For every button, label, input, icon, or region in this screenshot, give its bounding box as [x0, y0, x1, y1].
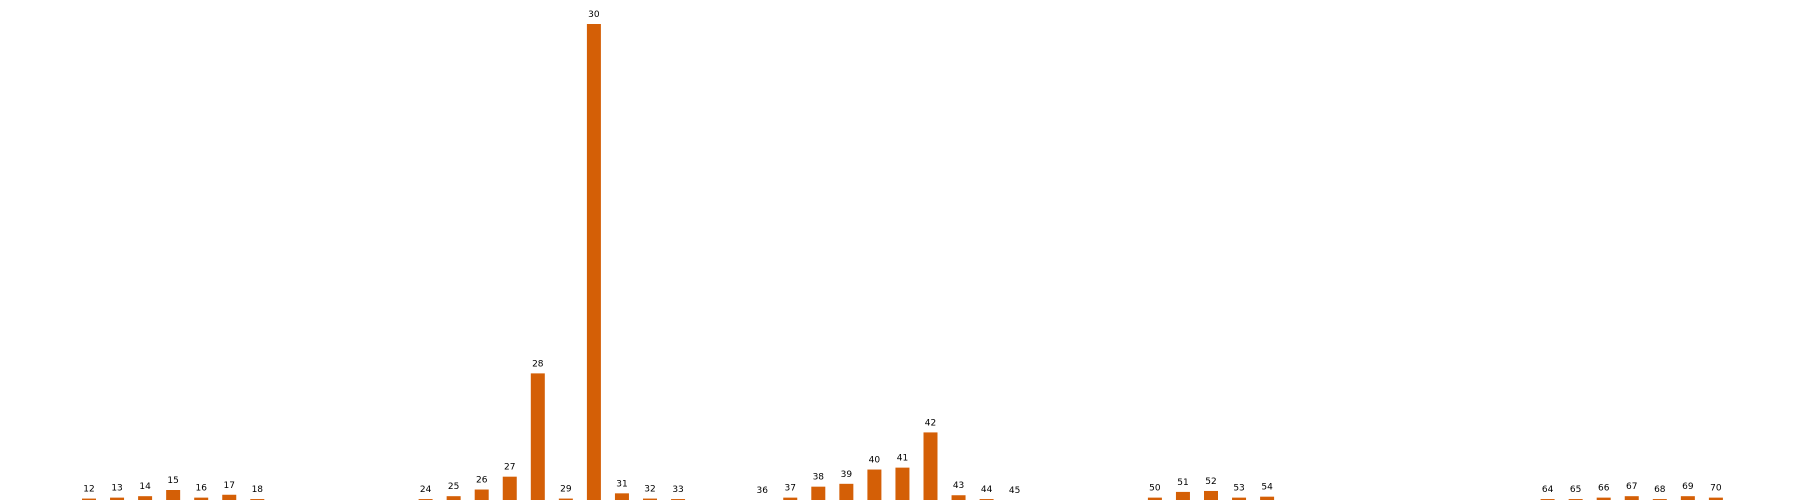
- bar-53: [1232, 497, 1247, 500]
- bar-67: [1624, 496, 1639, 500]
- bar-52: [1204, 490, 1218, 500]
- bar-label-12: 12: [83, 485, 94, 495]
- bar-28: [530, 373, 545, 500]
- bar-label-43: 43: [953, 481, 964, 491]
- bar-label-24: 24: [420, 485, 432, 495]
- bar-label-37: 37: [785, 484, 796, 494]
- bar-label-66: 66: [1598, 484, 1610, 494]
- bar-29: [558, 498, 573, 500]
- bar-label-36: 36: [756, 486, 768, 496]
- bar-label-42: 42: [925, 418, 936, 428]
- bar-70: [1708, 497, 1723, 500]
- bar-42: [923, 432, 938, 500]
- bar-label-54: 54: [1261, 483, 1273, 493]
- bars-layer: [82, 24, 1723, 500]
- bar-label-39: 39: [841, 470, 853, 480]
- bar-51: [1175, 491, 1190, 500]
- bar-label-53: 53: [1233, 484, 1244, 494]
- bar-label-69: 69: [1682, 482, 1694, 492]
- bar-label-45: 45: [1009, 486, 1020, 496]
- bar-label-67: 67: [1626, 482, 1637, 492]
- bar-label-26: 26: [476, 476, 488, 486]
- bar-label-27: 27: [504, 463, 515, 473]
- bar-label-30: 30: [588, 10, 600, 20]
- bar-37: [783, 497, 798, 500]
- bar-54: [1260, 496, 1275, 500]
- bar-label-14: 14: [139, 482, 151, 492]
- bar-31: [614, 493, 629, 500]
- bar-12: [82, 498, 96, 500]
- bar-label-33: 33: [672, 485, 683, 495]
- bar-label-50: 50: [1149, 484, 1161, 494]
- bar-label-15: 15: [167, 476, 178, 486]
- bar-label-16: 16: [195, 484, 207, 494]
- bar-label-68: 68: [1654, 485, 1666, 495]
- bar-label-28: 28: [532, 359, 544, 369]
- bar-label-29: 29: [560, 485, 572, 495]
- bar-label-52: 52: [1205, 477, 1216, 487]
- bar-label-38: 38: [813, 473, 825, 483]
- bar-label-25: 25: [448, 482, 459, 492]
- bar-label-13: 13: [111, 484, 122, 494]
- bar-label-65: 65: [1570, 485, 1581, 495]
- bar-17: [222, 494, 237, 500]
- labels-layer: 12 13 14 15 16 17 18 24 25 26 27 28 29 30 31 32 33 36 37 38…: [83, 10, 1722, 496]
- bar-15: [166, 490, 181, 500]
- bar-label-32: 32: [644, 485, 655, 495]
- bar-50: [1147, 497, 1162, 500]
- bar-38: [811, 486, 826, 500]
- bar-30: [586, 24, 601, 500]
- bar-39: [839, 483, 854, 500]
- bar-label-70: 70: [1710, 484, 1722, 494]
- bar-40: [867, 469, 882, 500]
- bar-13: [110, 497, 125, 500]
- bar-label-44: 44: [981, 485, 993, 495]
- bar-label-31: 31: [616, 479, 627, 489]
- bar-69: [1680, 496, 1695, 500]
- bar-label-64: 64: [1542, 485, 1554, 495]
- bar-14: [138, 496, 153, 500]
- bar-25: [446, 496, 461, 500]
- bar-label-17: 17: [224, 481, 235, 491]
- bar-41: [895, 467, 910, 500]
- bar-26: [474, 489, 489, 500]
- bar-label-51: 51: [1177, 478, 1188, 488]
- bar-32: [643, 498, 657, 500]
- bar-16: [194, 497, 209, 500]
- bar-66: [1596, 497, 1611, 500]
- bar-27: [502, 476, 517, 500]
- bar-label-41: 41: [897, 454, 908, 464]
- bar-43: [951, 495, 966, 500]
- bar-label-40: 40: [869, 456, 881, 466]
- bar-label-18: 18: [252, 485, 264, 495]
